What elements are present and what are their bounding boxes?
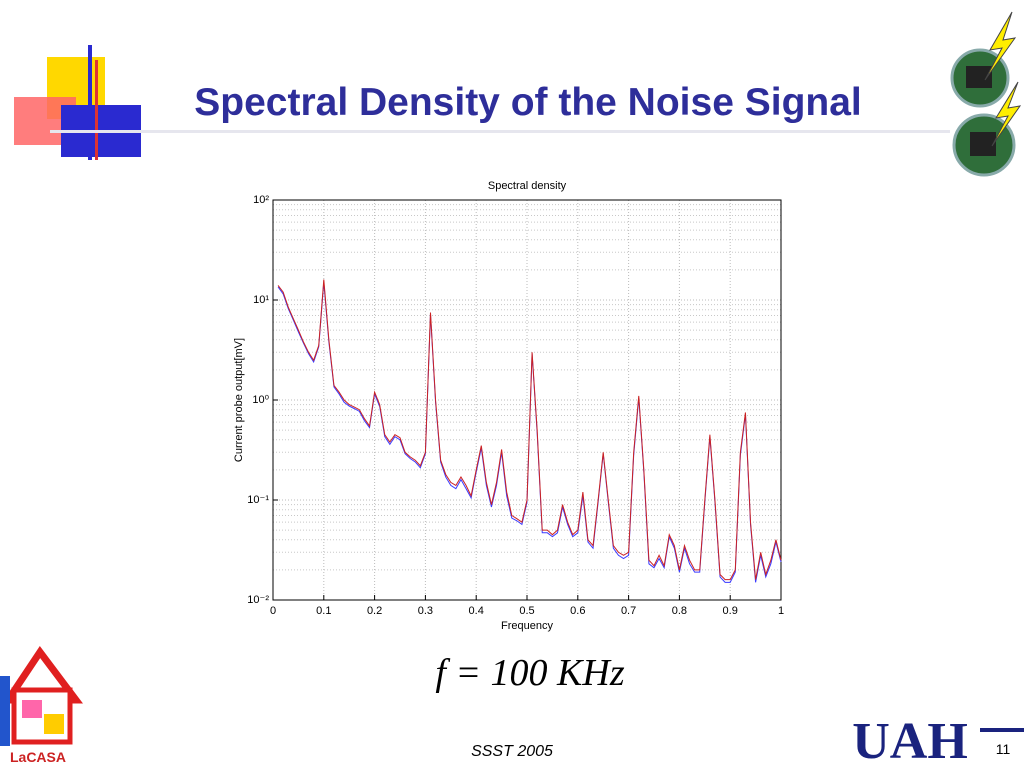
bolt-icon [991,81,1022,147]
x-tick-label: 0.2 [367,605,382,617]
y-tick-label: 10² [253,194,269,206]
deco-rule [50,130,950,133]
left-logo: LaCASA [10,749,66,765]
x-tick-label: 0.9 [723,605,738,617]
x-tick-label: 0.7 [621,605,636,617]
board-chip [966,66,992,88]
deco-line [95,60,98,160]
x-tick-label: 0.3 [418,605,433,617]
formula: f = 100 KHz [435,652,624,694]
y-tick-label: 10⁰ [252,394,269,406]
plot-frame [272,199,782,601]
y-axis-label: Current probe output[mV] [233,338,245,462]
slide-title: Spectral Density of the Noise Signal [194,81,862,124]
logo-block [44,714,64,734]
right-logo: UAH [852,713,968,768]
footer: SSST 2005 [471,743,553,760]
deco-line [88,45,92,160]
x-tick-label: 0.6 [570,605,585,617]
x-axis-label: Frequency [501,620,553,632]
deco-rule [980,728,1024,732]
chart-title: Spectral density [488,180,567,192]
y-tick-label: 10⁻¹ [247,494,269,506]
bolt-icon [984,11,1017,81]
logo-block [22,700,42,718]
board-chip [970,132,996,156]
x-tick-label: 1 [778,605,784,617]
x-tick-label: 0 [270,605,276,617]
series-line [277,279,782,581]
x-tick-label: 0.4 [469,605,484,617]
y-tick-label: 10¹ [253,294,269,306]
x-tick-label: 0.5 [519,605,534,617]
x-tick-label: 0.1 [316,605,331,617]
y-tick-label: 10⁻² [247,594,269,606]
chart: 10⁻² 10⁻¹ 10⁰ 10¹ 10² 0 0.1 0.2 0.3 0.4 0.5 0.6 0.7 0… [233,180,784,632]
logo-block [0,676,10,746]
page-number: 11 [996,741,1011,757]
x-tick-label: 0.8 [672,605,687,617]
